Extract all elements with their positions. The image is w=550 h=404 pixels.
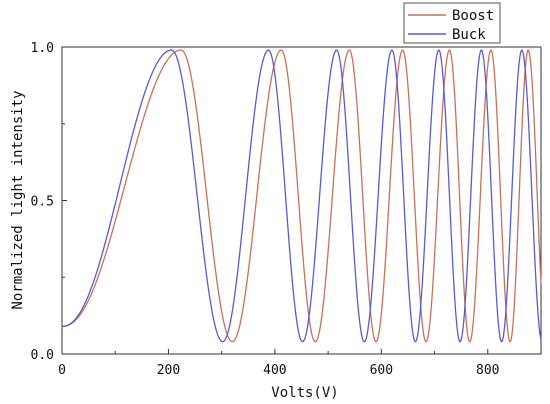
x-tick-label: 0 — [58, 363, 66, 378]
series-boost-line — [61, 49, 542, 343]
x-tick-label: 400 — [263, 363, 286, 378]
plot-frame — [61, 46, 542, 355]
legend-label-buck: Buck — [452, 27, 486, 43]
x-tick-label: 800 — [476, 363, 499, 378]
x-axis-title: Volts(V) — [271, 385, 338, 401]
ticks: 0 200 400 600 800 0.0 0.5 1.0 — [31, 41, 542, 378]
y-tick-label: 1.0 — [31, 41, 54, 56]
y-tick-label: 0.5 — [31, 195, 54, 210]
series-layer — [61, 49, 542, 343]
y-tick-label: 0.0 — [31, 348, 54, 363]
x-tick-label: 200 — [157, 363, 180, 378]
y-axis-title: Normalized light intensity — [10, 90, 26, 309]
series-buck-line — [61, 49, 542, 343]
x-tick-label: 600 — [370, 363, 393, 378]
axes — [61, 46, 542, 355]
legend-label-boost: Boost — [452, 8, 494, 24]
legend: Boost Buck — [403, 2, 501, 44]
legend-box — [403, 2, 501, 44]
